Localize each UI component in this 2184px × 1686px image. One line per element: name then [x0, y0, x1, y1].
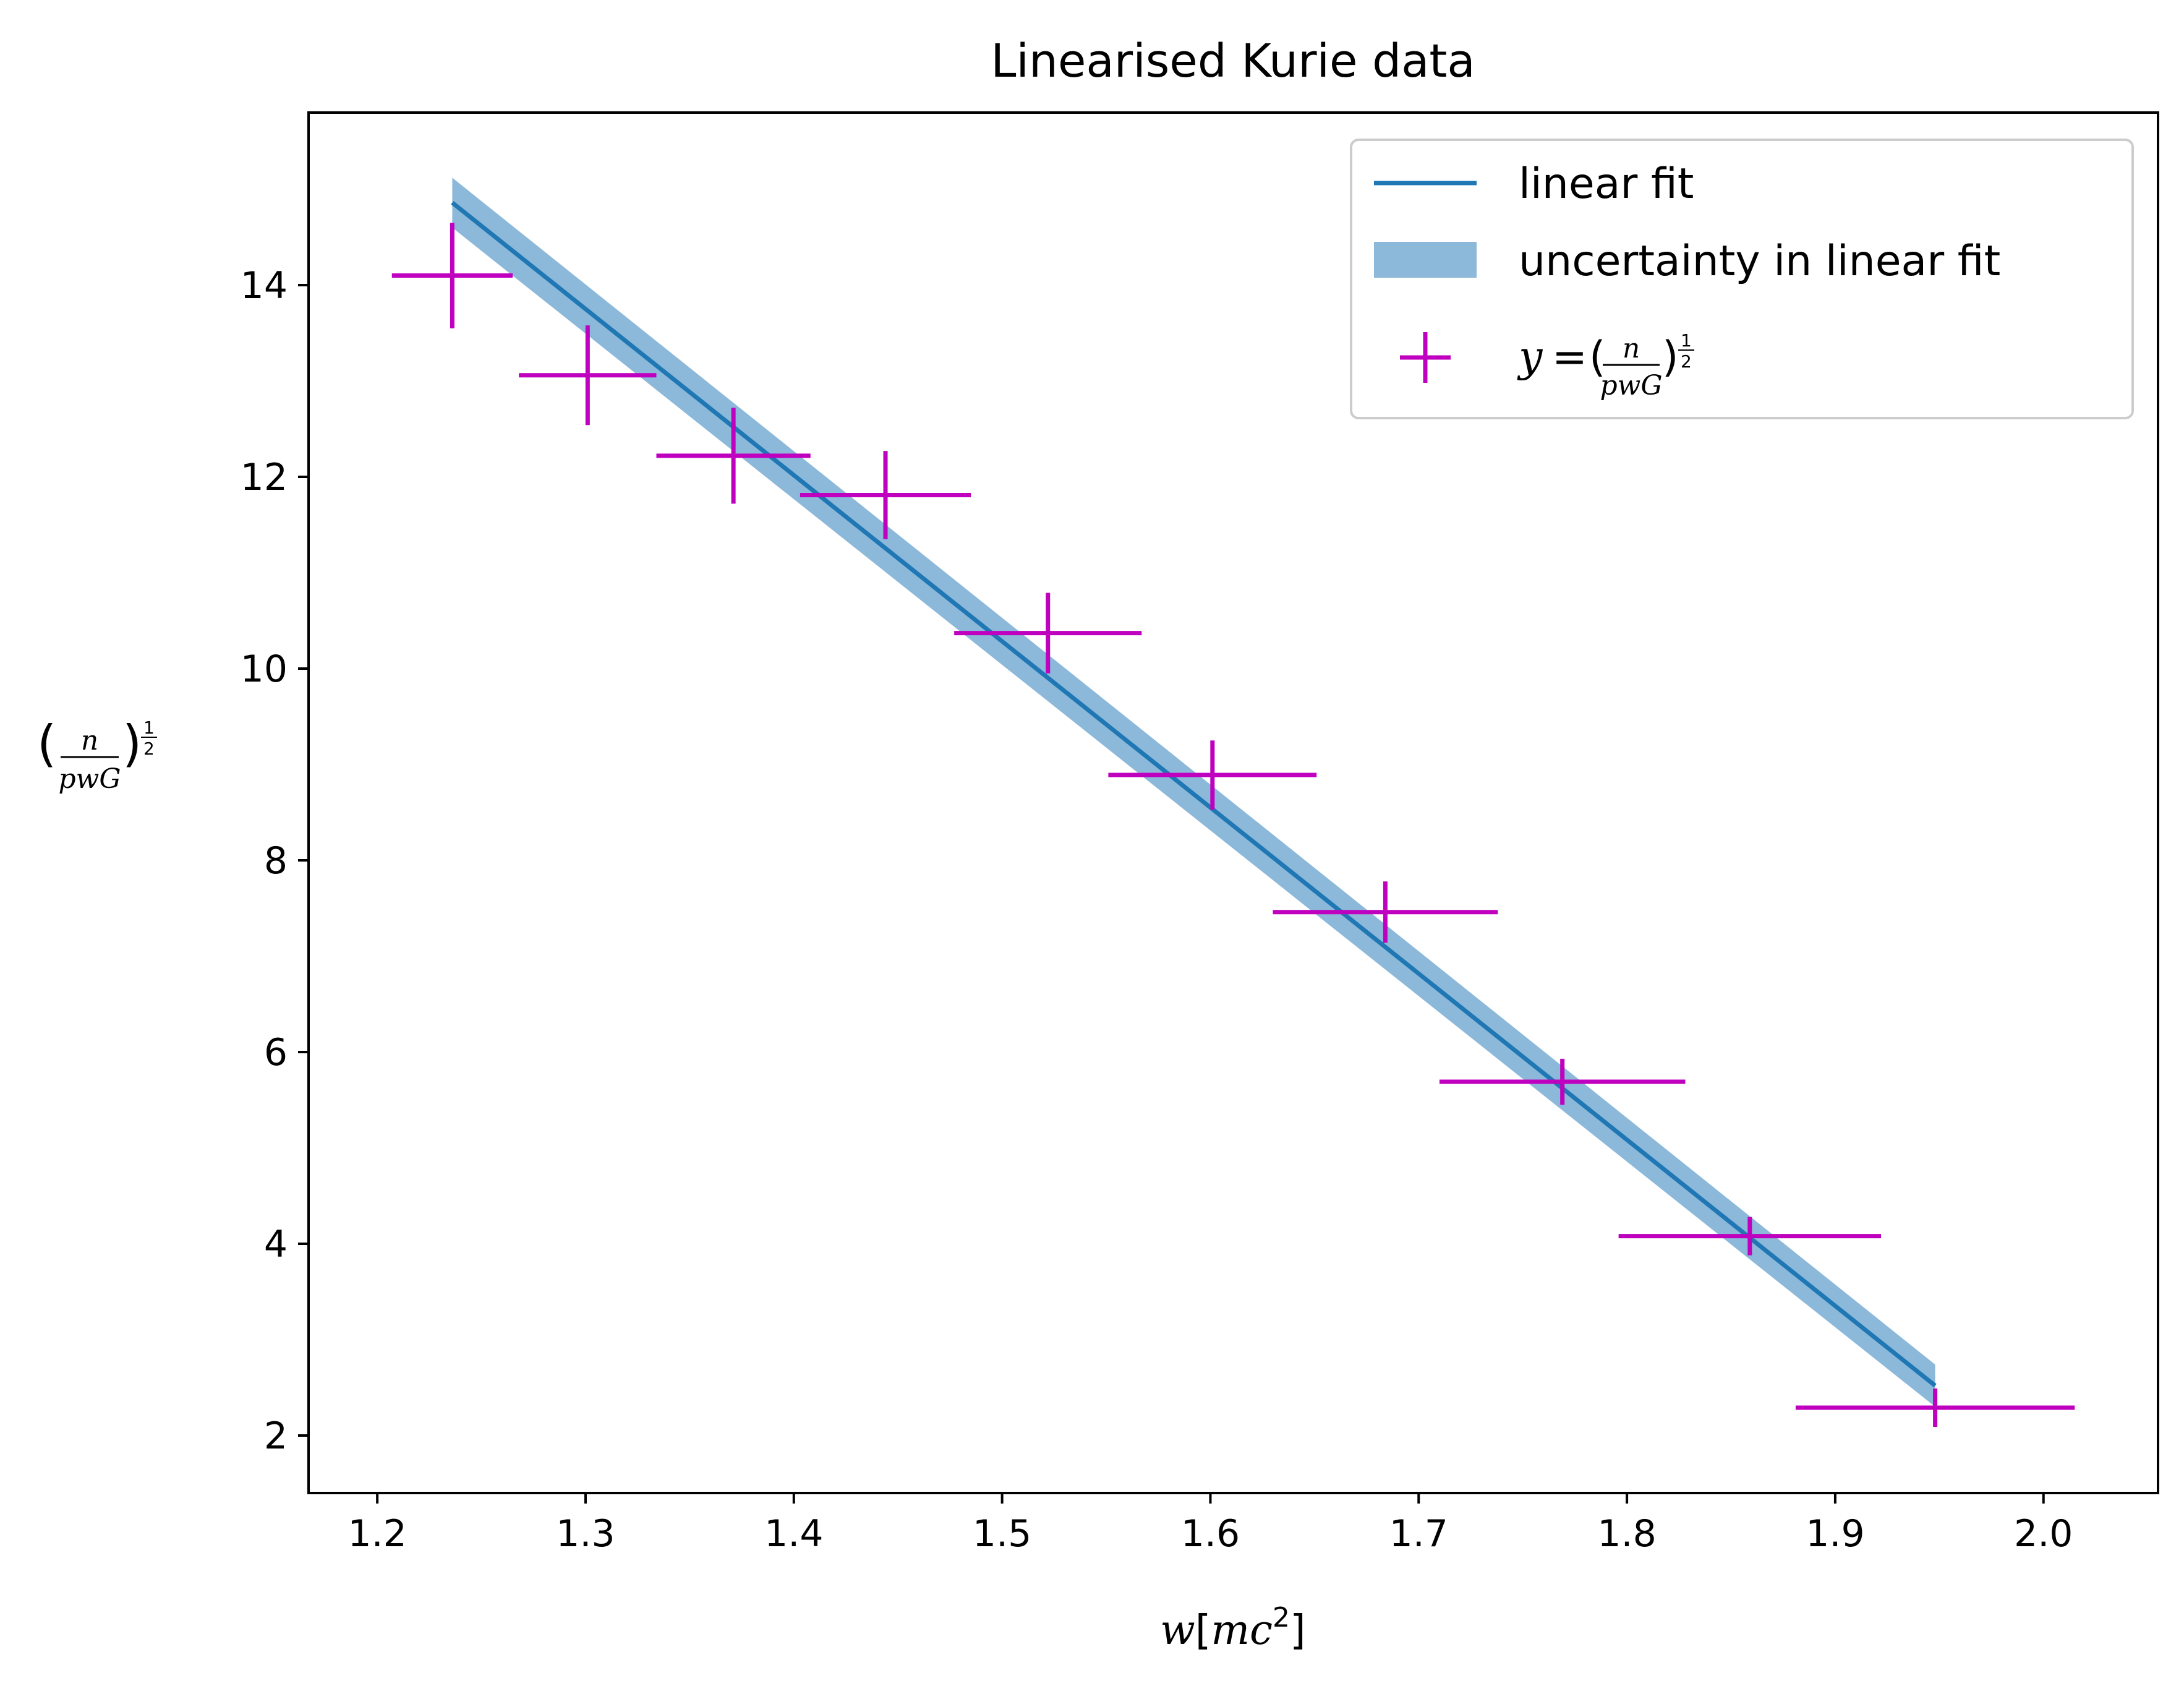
svg-text:=: = — [1552, 333, 1587, 382]
y-tick-label: 2 — [264, 1414, 288, 1458]
y-tick-label: 4 — [264, 1223, 288, 1266]
data-point — [1795, 1389, 2075, 1427]
chart-title: Linearised Kurie data — [991, 35, 1475, 88]
x-tick-label: 1.7 — [1389, 1512, 1448, 1555]
x-axis-label: w[mc2] — [1160, 1602, 1306, 1654]
x-tick-label: 1.9 — [1806, 1512, 1864, 1555]
legend: linear fit uncertainty in linear fit y =… — [1350, 139, 2134, 419]
legend-data-swatch — [1400, 332, 1451, 383]
svg-text:n: n — [81, 725, 98, 756]
svg-text:1: 1 — [1681, 330, 1692, 351]
x-tick-label: 1.6 — [1181, 1512, 1240, 1555]
x-tick-label: 1.2 — [348, 1512, 406, 1555]
data-point — [1439, 1058, 1686, 1105]
svg-text:2: 2 — [1681, 351, 1692, 372]
x-axis-ticks: 1.2 1.3 1.4 1.5 1.6 1.7 1.8 1.9 2.0 — [348, 1493, 2073, 1555]
plot-frame — [307, 111, 2159, 1494]
legend-data-label: y = ( n pwG ) 1 2 — [1517, 330, 1694, 401]
svg-text:pwG: pwG — [1600, 370, 1663, 401]
svg-text:(: ( — [37, 715, 56, 772]
svg-text:n: n — [1623, 333, 1640, 364]
data-point — [1273, 881, 1498, 943]
x-tick-label: 1.5 — [973, 1512, 1031, 1555]
y-axis-ticks: 2 4 6 8 10 12 14 — [241, 264, 309, 1458]
legend-band-swatch — [1374, 242, 1477, 278]
x-tick-label: 1.8 — [1597, 1512, 1656, 1555]
data-point — [954, 593, 1142, 674]
y-tick-label: 12 — [241, 456, 288, 499]
svg-text:y: y — [1517, 333, 1543, 382]
data-point — [519, 325, 657, 426]
data-point — [1108, 740, 1317, 810]
svg-text:): ) — [1662, 333, 1679, 382]
svg-text:(: ( — [1589, 333, 1606, 382]
plot-marks — [391, 178, 2075, 1427]
y-axis-label: ( n pwG ) 1 2 — [37, 715, 157, 795]
y-tick-label: 6 — [264, 1031, 288, 1074]
svg-text:pwG: pwG — [59, 763, 121, 795]
y-tick-label: 14 — [241, 264, 288, 307]
y-tick-label: 10 — [241, 648, 288, 691]
svg-text:): ) — [122, 715, 142, 772]
svg-text:1: 1 — [143, 717, 155, 738]
y-tick-label: 8 — [264, 839, 288, 883]
legend-band-label: uncertainty in linear fit — [1519, 237, 2000, 286]
svg-text:2: 2 — [143, 738, 155, 759]
legend-box — [1350, 139, 2134, 419]
x-tick-label: 2.0 — [2014, 1512, 2073, 1555]
x-tick-label: 1.3 — [556, 1512, 615, 1555]
data-point — [656, 408, 811, 504]
data-point — [1618, 1217, 1882, 1256]
linear-fit-line — [451, 200, 1937, 1388]
x-tick-label: 1.4 — [764, 1512, 823, 1555]
legend-fit-label: linear fit — [1519, 160, 1694, 208]
data-point — [391, 223, 513, 328]
data-point — [800, 451, 971, 539]
